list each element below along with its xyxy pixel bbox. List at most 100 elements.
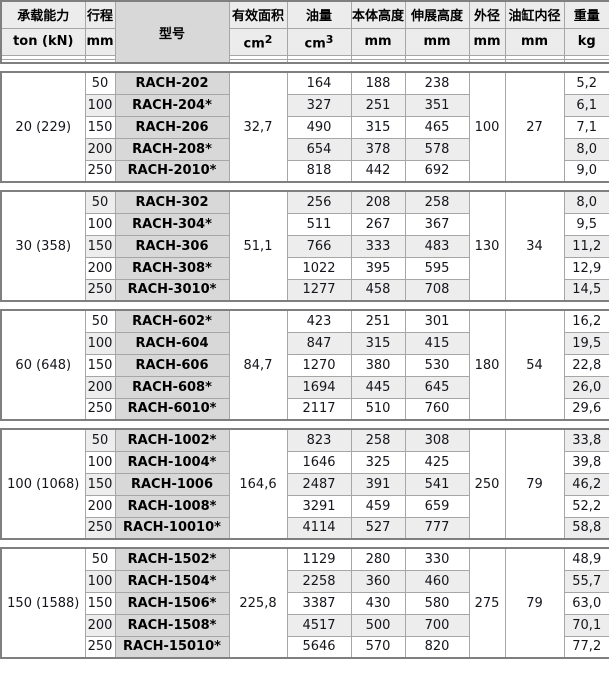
stroke-cell: 100 <box>84 569 116 593</box>
oil-volume-cell: 3387 <box>286 591 352 615</box>
table-row: 250 RACH-3010* 1277 458 708 14,5 <box>1 278 609 302</box>
oil-volume-cell: 654 <box>286 137 352 161</box>
bore-cell: 34 <box>504 190 565 302</box>
body-height-cell: 280 <box>350 547 406 571</box>
weight-cell: 48,9 <box>563 547 609 571</box>
weight-cell: 12,9 <box>563 256 609 280</box>
stroke-cell: 50 <box>84 309 116 333</box>
model-header: 型号 <box>114 0 230 64</box>
body-height-cell: 360 <box>350 569 406 593</box>
body-height-cell: 459 <box>350 494 406 518</box>
bore-header: 油缸内径 <box>504 0 565 29</box>
weight-cell: 46,2 <box>563 472 609 496</box>
bore-cell: 54 <box>504 309 565 421</box>
extended-height-cell: 465 <box>404 115 470 139</box>
stroke-cell: 50 <box>84 547 116 571</box>
oil-volume-cell: 4114 <box>286 516 352 540</box>
stroke-cell: 200 <box>84 613 116 637</box>
model-cell: RACH-1004* <box>114 450 230 474</box>
model-cell: RACH-304* <box>114 212 230 236</box>
body-height-cell: 258 <box>350 428 406 452</box>
extended-height-cell: 301 <box>404 309 470 333</box>
stroke-cell: 250 <box>84 159 116 183</box>
model-cell: RACH-208* <box>114 137 230 161</box>
oil-volume-cell: 818 <box>286 159 352 183</box>
stroke-cell: 150 <box>84 115 116 139</box>
body-height-cell: 251 <box>350 93 406 117</box>
weight-cell: 33,8 <box>563 428 609 452</box>
oil-volume-cell: 2258 <box>286 569 352 593</box>
model-cell: RACH-604 <box>114 331 230 355</box>
body-height-cell: 380 <box>350 353 406 377</box>
table-row: 250 RACH-2010* 818 442 692 9,0 <box>1 159 609 183</box>
body-height-cell: 500 <box>350 613 406 637</box>
stroke-unit: mm <box>84 27 116 56</box>
extended-height-cell: 425 <box>404 450 470 474</box>
oil-volume-cell: 847 <box>286 331 352 355</box>
oil-header: 油量 <box>286 0 352 29</box>
model-cell: RACH-1006 <box>114 472 230 496</box>
stroke-cell: 50 <box>84 71 116 95</box>
oil-volume-cell: 823 <box>286 428 352 452</box>
model-cell: RACH-1506* <box>114 591 230 615</box>
table-row: 100 RACH-604 847 315 415 19,5 <box>1 331 609 355</box>
model-cell: RACH-202 <box>114 71 230 95</box>
weight-header: 重量 <box>563 0 609 29</box>
oil-volume-cell: 766 <box>286 234 352 258</box>
body-height-cell: 458 <box>350 278 406 302</box>
table-row: 250 RACH-10010* 4114 527 777 58,8 <box>1 516 609 540</box>
oil-volume-cell: 423 <box>286 309 352 333</box>
stroke-cell: 100 <box>84 212 116 236</box>
extended-height-cell: 483 <box>404 234 470 258</box>
capacity-cell: 20 (229) <box>0 71 86 183</box>
weight-cell: 19,5 <box>563 331 609 355</box>
table-row: 100 RACH-204* 327 251 351 6,1 <box>1 93 609 117</box>
extended-height-cell: 238 <box>404 71 470 95</box>
weight-unit: kg <box>563 27 609 56</box>
outer-diameter-cell: 130 <box>468 190 506 302</box>
oil-volume-cell: 5646 <box>286 635 352 659</box>
stroke-cell: 150 <box>84 591 116 615</box>
outer-diameter-cell: 180 <box>468 309 506 421</box>
body-height-cell: 391 <box>350 472 406 496</box>
oil-volume-cell: 2117 <box>286 397 352 421</box>
weight-cell: 52,2 <box>563 494 609 518</box>
stroke-cell: 250 <box>84 397 116 421</box>
oil-volume-cell: 490 <box>286 115 352 139</box>
table-row: 100 RACH-1504* 2258 360 460 55,7 <box>1 569 609 593</box>
model-cell: RACH-6010* <box>114 397 230 421</box>
extended-height-header: 伸展高度 <box>404 0 470 29</box>
weight-cell: 63,0 <box>563 591 609 615</box>
extended-height-cell: 700 <box>404 613 470 637</box>
table-row: 250 RACH-6010* 2117 510 760 29,6 <box>1 397 609 421</box>
body-height-cell: 395 <box>350 256 406 280</box>
weight-cell: 16,2 <box>563 309 609 333</box>
oil-volume-cell: 256 <box>286 190 352 214</box>
body-height-cell: 527 <box>350 516 406 540</box>
bore-cell: 27 <box>504 71 565 183</box>
stroke-cell: 150 <box>84 234 116 258</box>
outer-diameter-cell: 250 <box>468 428 506 540</box>
model-cell: RACH-1002* <box>114 428 230 452</box>
table-row: 200 RACH-308* 1022 395 595 12,9 <box>1 256 609 280</box>
area-unit: cm2 <box>228 27 288 56</box>
outer-diameter-cell: 275 <box>468 547 506 659</box>
body-height-cell: 333 <box>350 234 406 258</box>
body-height-cell: 442 <box>350 159 406 183</box>
stroke-cell: 100 <box>84 93 116 117</box>
weight-cell: 9,5 <box>563 212 609 236</box>
body-height-cell: 208 <box>350 190 406 214</box>
header-unit-row: ton (kN) mm cm2 cm3 mm mm mm mm kg <box>0 27 609 56</box>
group-table-60t: 60 (648) 50 RACH-602* 84,7 423 251 301 1… <box>0 309 609 421</box>
table-row: 100 RACH-1004* 1646 325 425 39,8 <box>1 450 609 474</box>
weight-cell: 39,8 <box>563 450 609 474</box>
table-row: 200 RACH-1008* 3291 459 659 52,2 <box>1 494 609 518</box>
area-cell: 51,1 <box>228 190 288 302</box>
table-row: 20 (229) 50 RACH-202 32,7 164 188 238 10… <box>0 71 609 183</box>
table-row: 250 RACH-15010* 5646 570 820 77,2 <box>1 635 609 659</box>
header-table: 承载能力 行程 型号 有效面积 油量 本体高度 伸展高度 外径 油缸内径 重量 … <box>0 0 609 64</box>
extended-height-cell: 580 <box>404 591 470 615</box>
oil-volume-cell: 1129 <box>286 547 352 571</box>
stroke-cell: 150 <box>84 472 116 496</box>
capacity-cell: 100 (1068) <box>0 428 86 540</box>
